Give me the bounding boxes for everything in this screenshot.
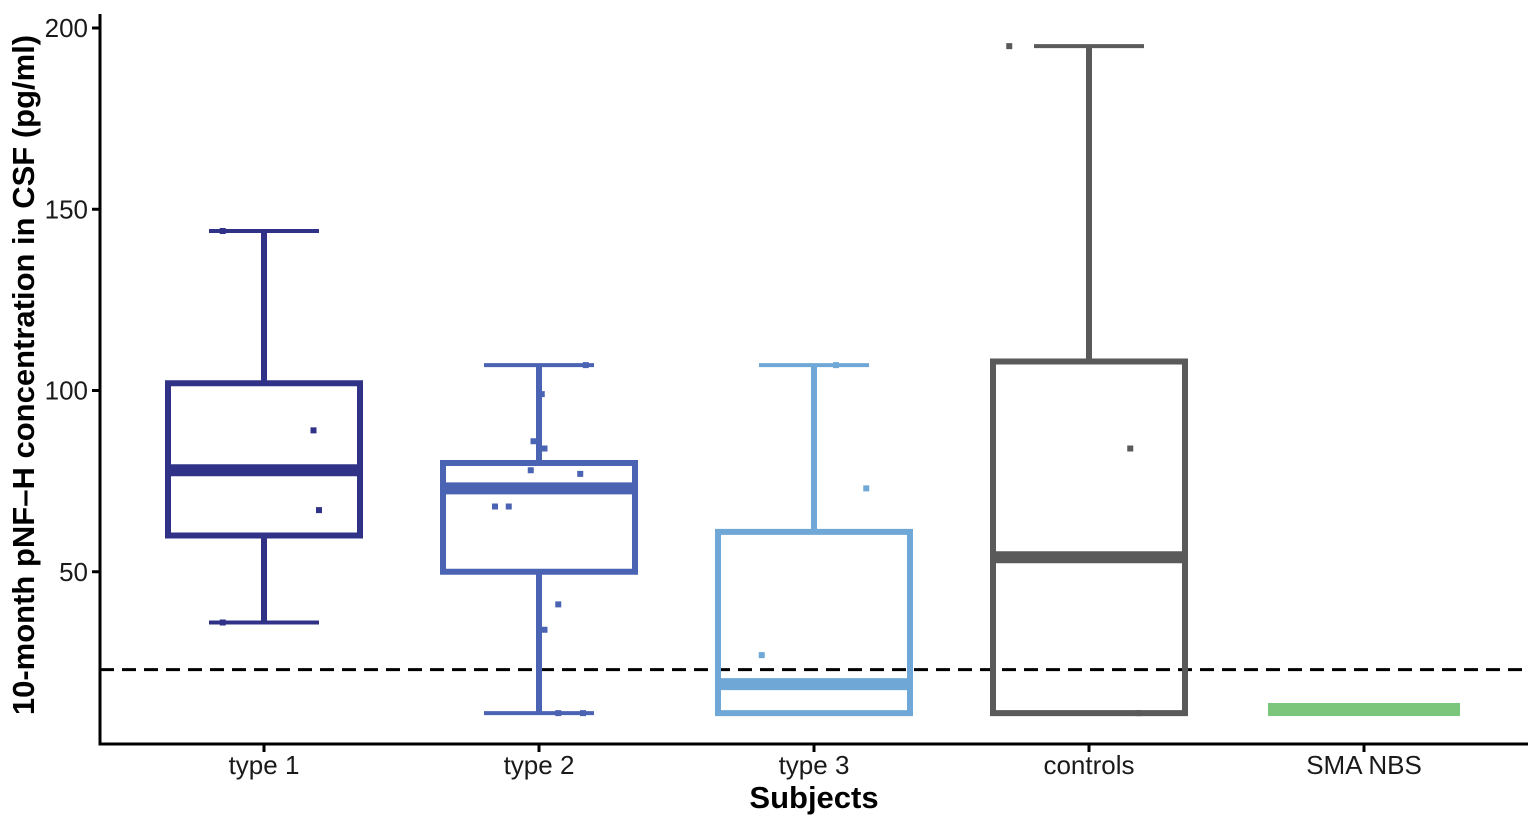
- box: [165, 380, 363, 539]
- y-axis-title: 10-month pNF–H concentration in CSF (pg/…: [6, 35, 41, 715]
- data-point: [863, 485, 870, 492]
- data-point: [833, 362, 839, 369]
- x-tick-label: type 1: [229, 750, 300, 780]
- data-point: [316, 507, 322, 514]
- data-point: [505, 503, 512, 510]
- data-point: [1006, 43, 1013, 50]
- data-point: [541, 445, 548, 452]
- x-tick-label: SMA NBS: [1306, 750, 1422, 780]
- x-tick-label: type 2: [504, 750, 575, 780]
- data-point: [492, 503, 498, 510]
- y-tick-label: 100: [45, 376, 88, 406]
- data-point: [527, 467, 534, 474]
- box-group-type-3: [715, 362, 913, 717]
- x-axis-title: Subjects: [749, 780, 878, 815]
- data-point: [555, 710, 562, 717]
- data-point: [219, 619, 226, 626]
- x-ticks: type 1 type 2 type 3 controls SMA NBS: [229, 744, 1422, 780]
- x-tick-label: controls: [1043, 750, 1134, 780]
- data-point: [538, 391, 545, 398]
- data-point: [758, 652, 765, 659]
- data-point: [582, 362, 589, 369]
- box: [990, 358, 1188, 717]
- data-point: [541, 626, 548, 633]
- box-group-type-2: [440, 362, 638, 717]
- data-point: [580, 710, 586, 717]
- data-point: [1127, 445, 1134, 452]
- y-tick-label: 150: [45, 194, 88, 224]
- x-tick-label: type 3: [779, 750, 850, 780]
- box: [440, 460, 638, 575]
- box-group-controls: [990, 43, 1188, 717]
- data-point: [1135, 710, 1142, 717]
- y-tick-label: 200: [45, 13, 88, 43]
- data-point: [1047, 358, 1054, 365]
- data-point: [1116, 358, 1123, 365]
- box-group-type-1: [165, 228, 363, 626]
- box: [715, 528, 913, 717]
- data-point: [219, 228, 226, 234]
- data-point: [577, 470, 584, 477]
- y-tick-label: 50: [59, 557, 88, 587]
- y-ticks: 50 100 150 200: [45, 13, 100, 587]
- data-point: [310, 427, 317, 434]
- data-point: [530, 438, 537, 445]
- data-point: [555, 601, 562, 608]
- box-groups: [165, 43, 1460, 717]
